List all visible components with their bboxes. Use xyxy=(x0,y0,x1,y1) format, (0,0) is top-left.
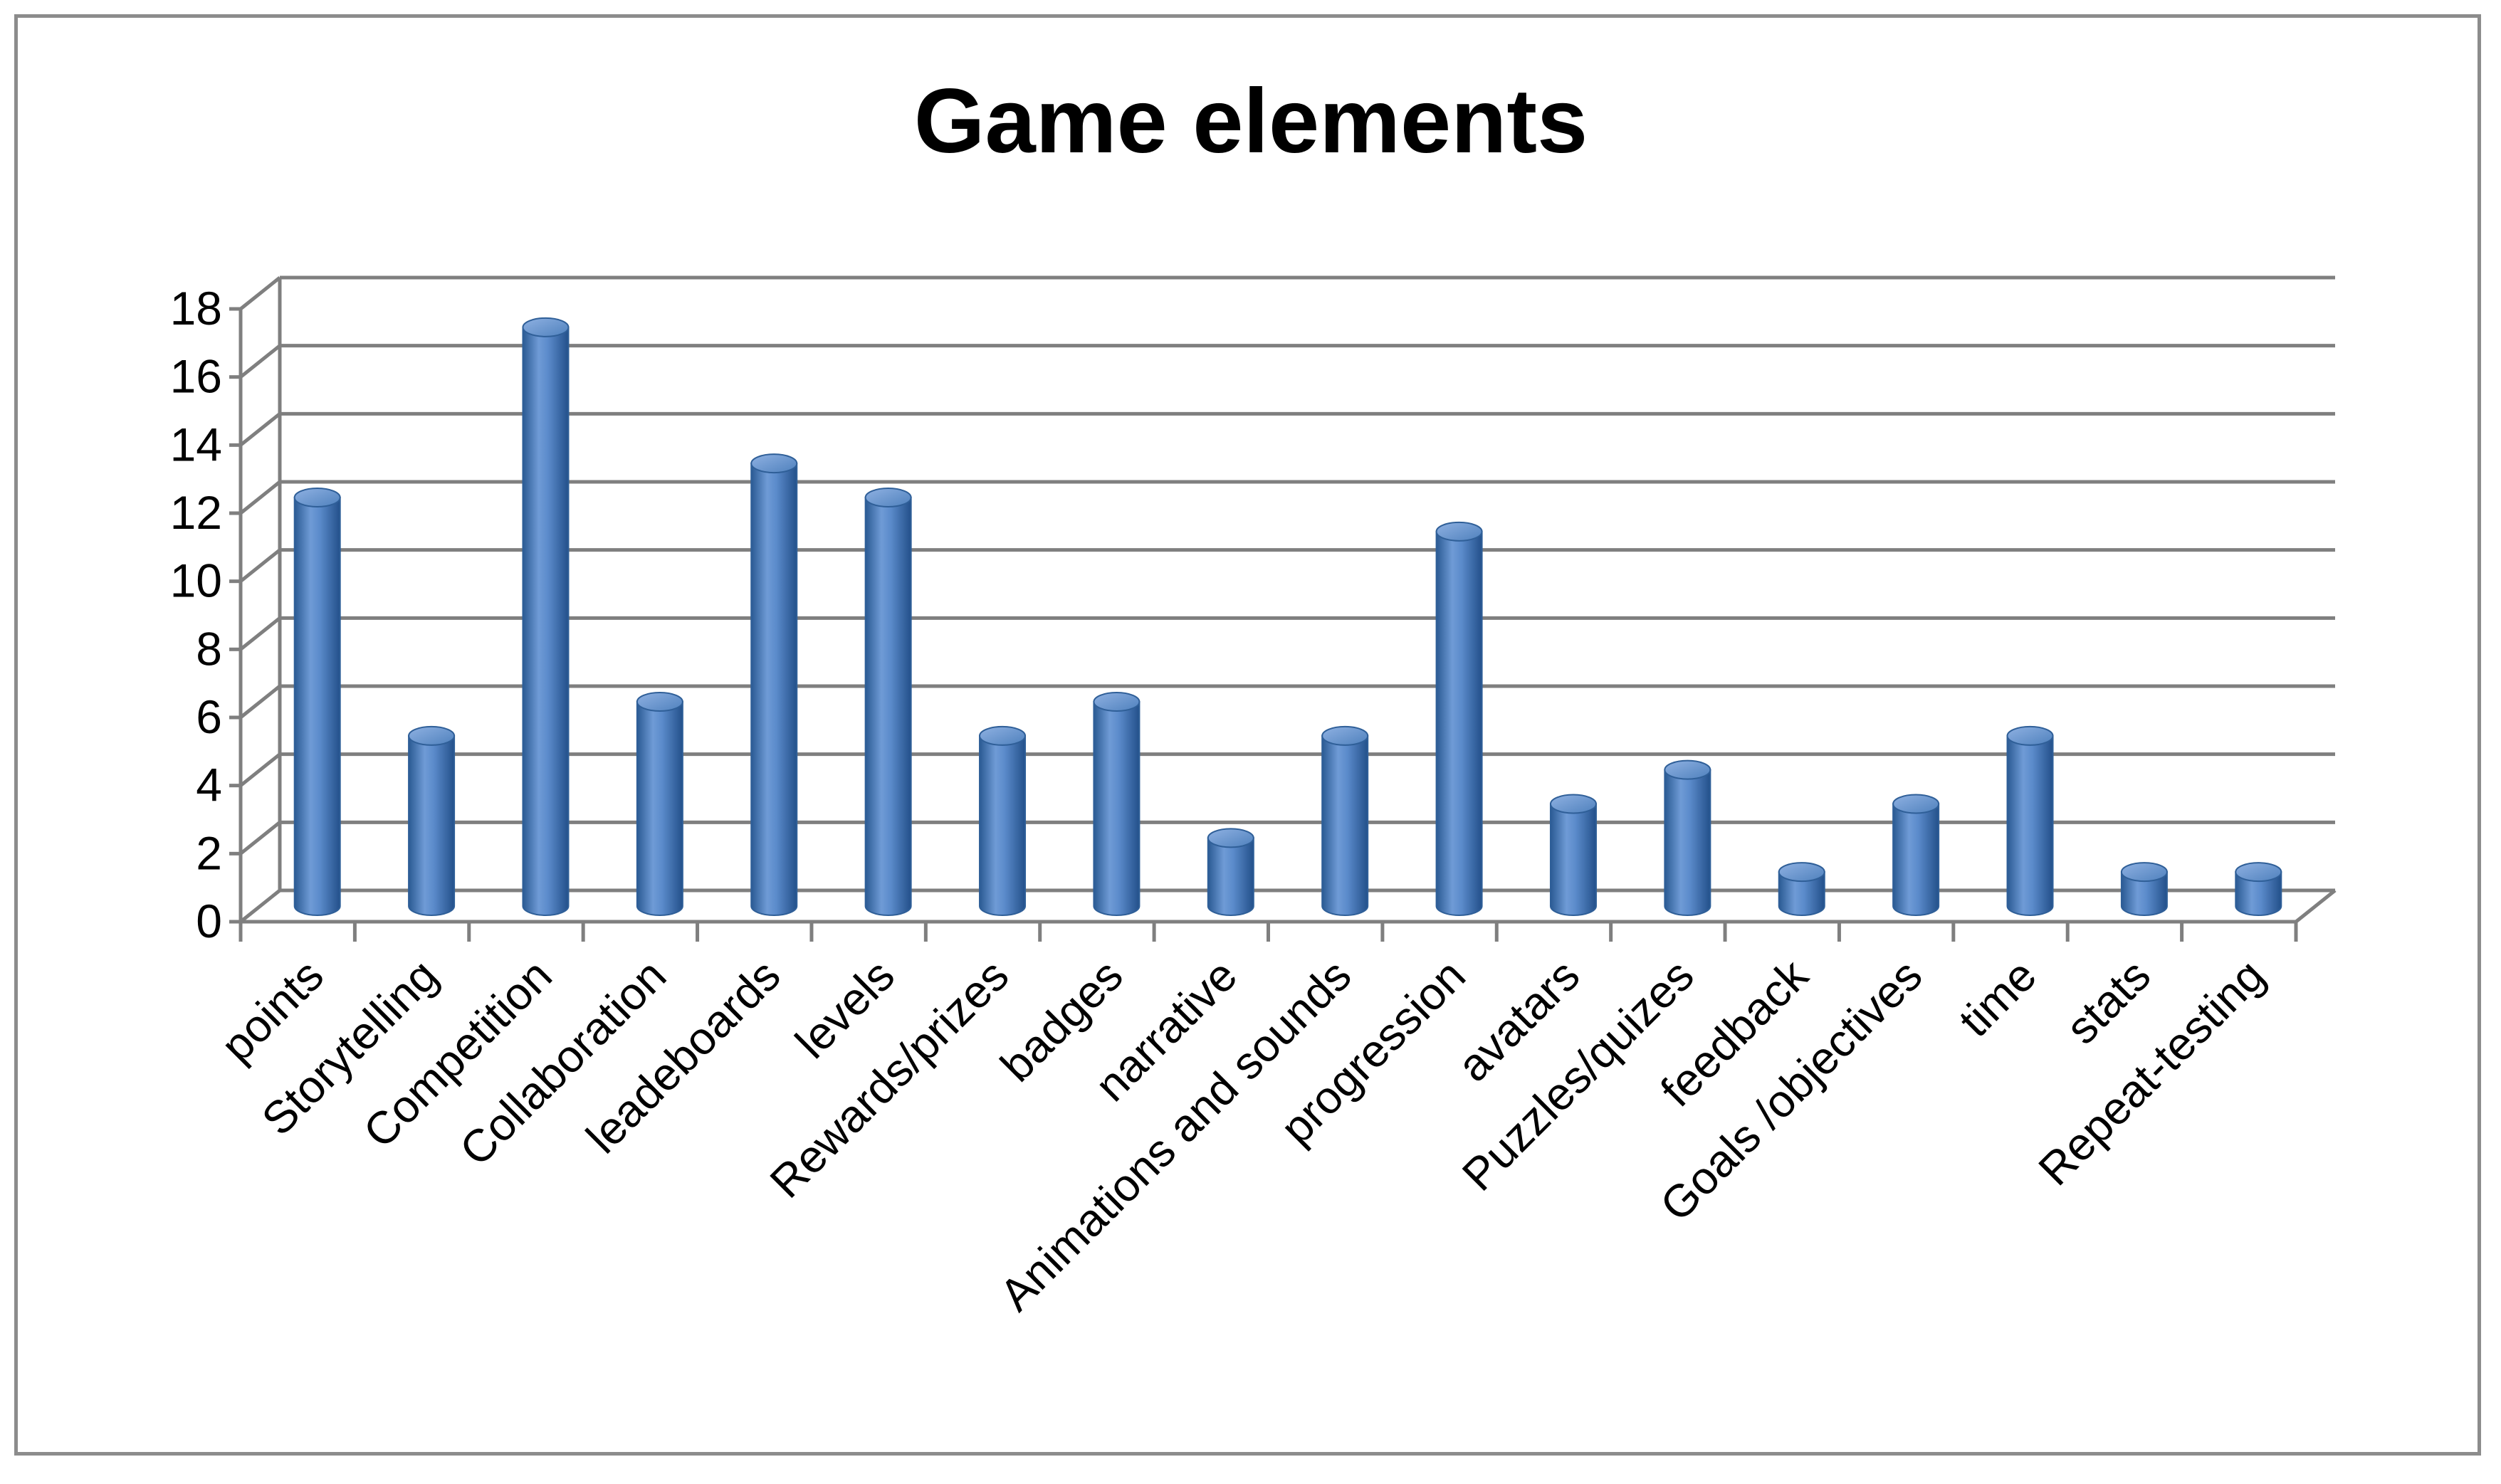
axes xyxy=(229,278,2337,942)
bar-cap xyxy=(1892,794,1940,814)
y-tick-label: 8 xyxy=(196,622,222,675)
gridline-depth xyxy=(239,276,281,310)
y-axis-ticks: 0 2 4 6 8 10 12 14 16 18 xyxy=(170,282,222,947)
y-tick-label: 0 xyxy=(196,895,222,947)
bar-body xyxy=(1093,701,1141,916)
bar-cap xyxy=(293,488,341,507)
bar-cap xyxy=(2120,862,2168,883)
bar-body xyxy=(1778,871,1825,916)
y-tick-label: 18 xyxy=(170,282,222,335)
bar xyxy=(2235,862,2282,916)
bar-cap xyxy=(1435,521,1483,542)
bar xyxy=(1321,725,1369,916)
bar-cap xyxy=(1207,828,1254,848)
bar-body xyxy=(408,735,456,916)
bar xyxy=(2006,725,2054,916)
bar xyxy=(408,725,456,916)
bar xyxy=(979,725,1027,916)
bar-cap xyxy=(2235,862,2282,883)
bar-body xyxy=(1892,803,1940,916)
bar xyxy=(636,692,683,916)
bar-cap xyxy=(1321,725,1369,746)
bar-body xyxy=(1207,837,1254,916)
gridline-depth xyxy=(239,821,281,856)
bar xyxy=(1549,794,1597,916)
y-tick-label: 14 xyxy=(170,418,222,470)
bar-cap xyxy=(1549,794,1597,814)
bar xyxy=(522,317,570,916)
bar xyxy=(1435,521,1483,916)
bar-body xyxy=(979,735,1027,916)
floor-right-edge xyxy=(2295,889,2337,923)
gridline-depth xyxy=(239,752,281,787)
bar-cap xyxy=(522,317,570,337)
bar-cap xyxy=(750,453,798,474)
bar-cap xyxy=(408,725,456,746)
bar-body xyxy=(636,701,683,916)
chart-title: Game elements xyxy=(914,70,1588,172)
bar-body xyxy=(750,463,798,916)
bar-cap xyxy=(864,488,912,507)
gridline-depth xyxy=(239,344,281,379)
bar xyxy=(2120,862,2168,916)
bar-cap xyxy=(636,692,683,712)
bar-body xyxy=(1664,769,1711,916)
gridline-depth xyxy=(239,616,281,651)
gridline-depth xyxy=(239,480,281,515)
bar-body xyxy=(1321,735,1369,916)
bar-cap xyxy=(979,725,1027,746)
bar-body xyxy=(1549,803,1597,916)
bars xyxy=(293,317,2282,916)
bar xyxy=(1778,862,1825,916)
bar-body xyxy=(2120,871,2168,916)
bar-cap xyxy=(1093,692,1141,712)
bar xyxy=(750,453,798,916)
x-tick-label: time xyxy=(1949,949,2046,1046)
gridline-depth xyxy=(239,889,281,923)
bar-body xyxy=(864,497,912,916)
bar-body xyxy=(1435,530,1483,916)
y-tick-label: 4 xyxy=(196,759,222,811)
gridlines xyxy=(239,275,2335,923)
bar-cap xyxy=(1778,862,1825,883)
bar-body xyxy=(522,326,570,916)
bar-body xyxy=(2235,871,2282,916)
gridline-depth xyxy=(239,548,281,583)
bar xyxy=(1093,692,1141,916)
y-tick-label: 16 xyxy=(170,350,222,403)
bar xyxy=(293,488,341,916)
bar-cap xyxy=(1664,759,1711,780)
bar xyxy=(1664,759,1711,916)
x-axis-ticks: pointsStorytellingCompetitionCollaborati… xyxy=(211,949,2274,1320)
bar xyxy=(1207,828,1254,916)
bar xyxy=(864,488,912,916)
bar-body xyxy=(2006,735,2054,916)
x-tick-label: stats xyxy=(2056,949,2160,1053)
bar-cap xyxy=(2006,725,2054,746)
gridline-depth xyxy=(239,685,281,719)
bar xyxy=(1892,794,1940,916)
gridline-depth xyxy=(239,412,281,447)
bar-body xyxy=(293,497,341,916)
y-tick-label: 12 xyxy=(170,486,222,539)
y-tick-label: 2 xyxy=(196,826,222,879)
y-tick-label: 6 xyxy=(196,690,222,743)
y-tick-label: 10 xyxy=(170,554,222,607)
